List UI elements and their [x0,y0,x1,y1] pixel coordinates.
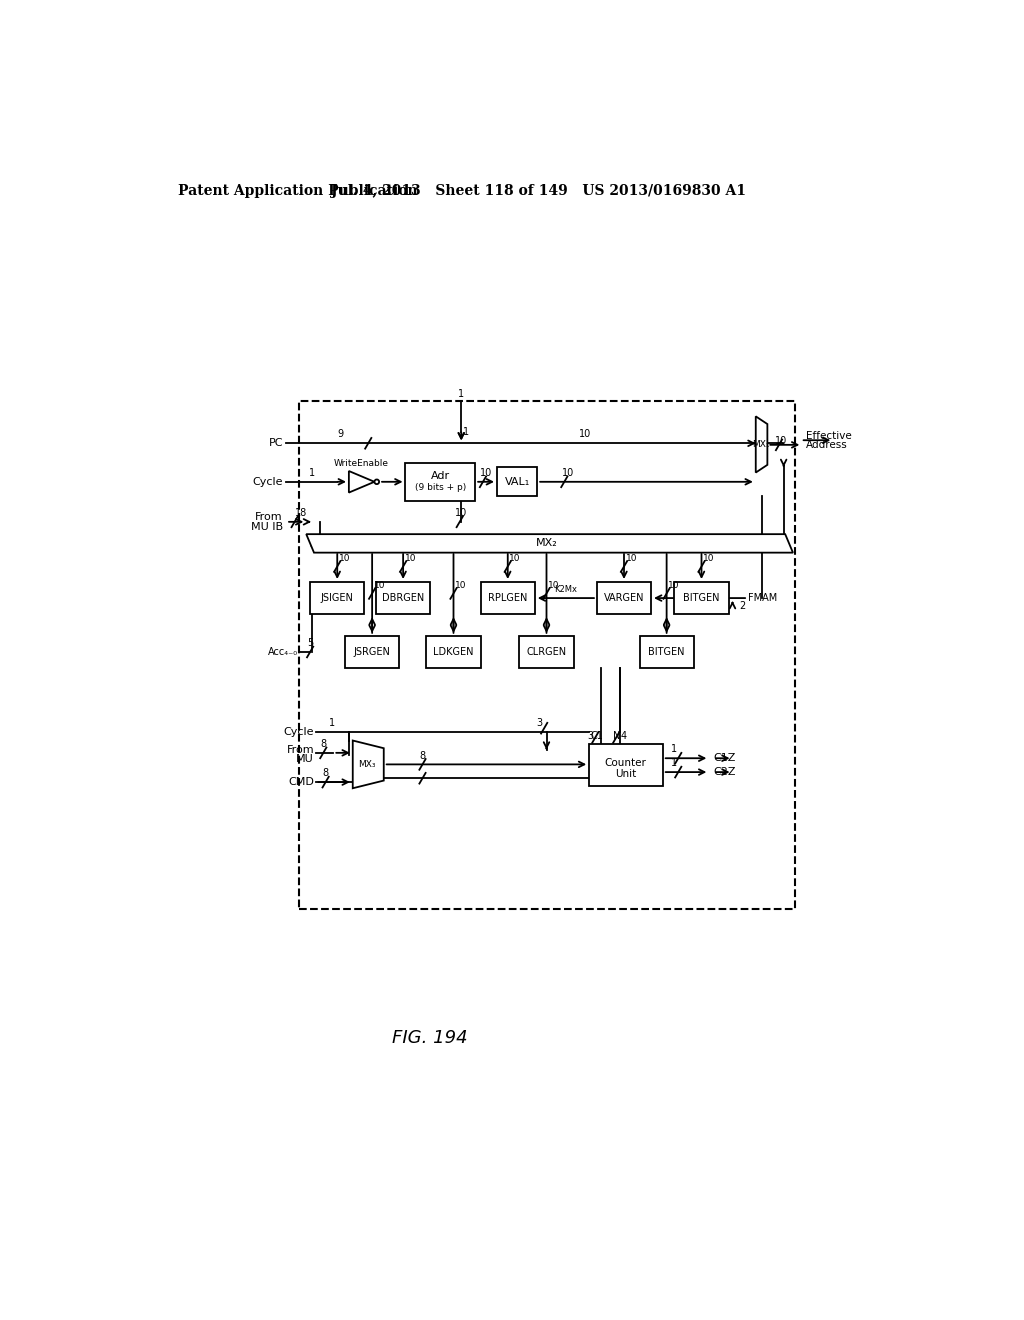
Bar [310,582,365,614]
Text: 10: 10 [339,553,350,562]
Bar [497,467,538,496]
Text: 10: 10 [404,553,416,562]
Polygon shape [352,741,384,788]
Text: 1: 1 [463,428,469,437]
Text: 10: 10 [509,553,521,562]
Text: 1: 1 [458,388,464,399]
Text: From: From [255,512,283,523]
Bar [640,636,693,668]
Bar [597,582,651,614]
Bar [426,636,480,668]
Text: Acc₄₋₀: Acc₄₋₀ [268,647,299,657]
Text: C1: C1 [591,731,603,742]
Text: 10: 10 [455,508,467,517]
Text: MX₃: MX₃ [358,760,376,768]
Bar [589,743,663,785]
Text: WriteEnable: WriteEnable [334,459,389,469]
Text: 9: 9 [337,429,343,440]
Text: 3: 3 [587,731,593,742]
Text: 10: 10 [703,553,715,562]
Text: MX₁: MX₁ [753,441,770,449]
Text: 8: 8 [321,739,327,748]
Text: 10: 10 [562,469,574,478]
Text: Cycle: Cycle [253,477,283,487]
Polygon shape [756,416,767,473]
Text: MX₂: MX₂ [536,539,557,548]
Text: 10: 10 [580,429,592,440]
Text: C2Z: C2Z [713,767,735,777]
Text: 1: 1 [672,758,678,768]
Text: DBRGEN: DBRGEN [382,593,424,603]
Text: 4: 4 [621,731,627,742]
Polygon shape [306,535,793,553]
Bar [345,636,399,668]
Text: BITGEN: BITGEN [648,647,685,657]
Text: CLRGEN: CLRGEN [526,647,566,657]
Bar [675,582,729,614]
Text: 10: 10 [455,581,467,590]
Text: Jul. 4, 2013   Sheet 118 of 149   US 2013/0169830 A1: Jul. 4, 2013 Sheet 118 of 149 US 2013/01… [331,183,746,198]
Text: 10: 10 [374,581,385,590]
Text: MU IB: MU IB [251,523,283,532]
Bar [519,636,573,668]
Text: JSRGEN: JSRGEN [353,647,390,657]
Text: C1Z: C1Z [713,754,735,763]
Text: LDKGEN: LDKGEN [433,647,474,657]
Bar [480,582,535,614]
Text: 10: 10 [480,469,493,478]
Text: VARGEN: VARGEN [604,593,644,603]
Text: 2: 2 [739,601,745,611]
Bar [376,582,430,614]
Text: (9 bits + p): (9 bits + p) [415,483,466,492]
Bar [299,401,795,909]
Text: 1: 1 [672,744,678,755]
Text: 3: 3 [537,718,543,729]
Text: 18: 18 [295,508,307,517]
Text: RPLGEN: RPLGEN [488,593,527,603]
Text: 10: 10 [548,581,559,590]
Text: 10: 10 [775,436,787,446]
Text: Counter: Counter [604,758,646,768]
Text: JSIGEN: JSIGEN [321,593,353,603]
Text: BITGEN: BITGEN [683,593,720,603]
Text: N: N [612,731,620,742]
Text: K2Mx: K2Mx [554,585,578,594]
Text: Unit: Unit [615,770,636,779]
Text: Address: Address [806,440,848,450]
Text: Effective: Effective [806,430,852,441]
Text: CMD: CMD [288,777,314,787]
Text: VAL₁: VAL₁ [505,477,529,487]
Text: From: From [287,744,314,755]
Text: 8: 8 [420,751,426,760]
Text: Adr: Adr [431,471,450,482]
Text: 1: 1 [308,469,314,478]
Text: Patent Application Publication: Patent Application Publication [178,183,418,198]
Text: FIG. 194: FIG. 194 [392,1028,468,1047]
Text: PC: PC [268,438,283,449]
Text: 10: 10 [626,553,637,562]
Text: 5: 5 [307,638,313,648]
Text: 1: 1 [329,718,335,729]
Text: Cycle: Cycle [284,727,314,737]
Text: FMAM: FMAM [748,593,777,603]
Text: MU: MU [296,754,314,764]
Text: 10: 10 [669,581,680,590]
Bar [406,462,475,502]
Text: 8: 8 [323,768,329,779]
